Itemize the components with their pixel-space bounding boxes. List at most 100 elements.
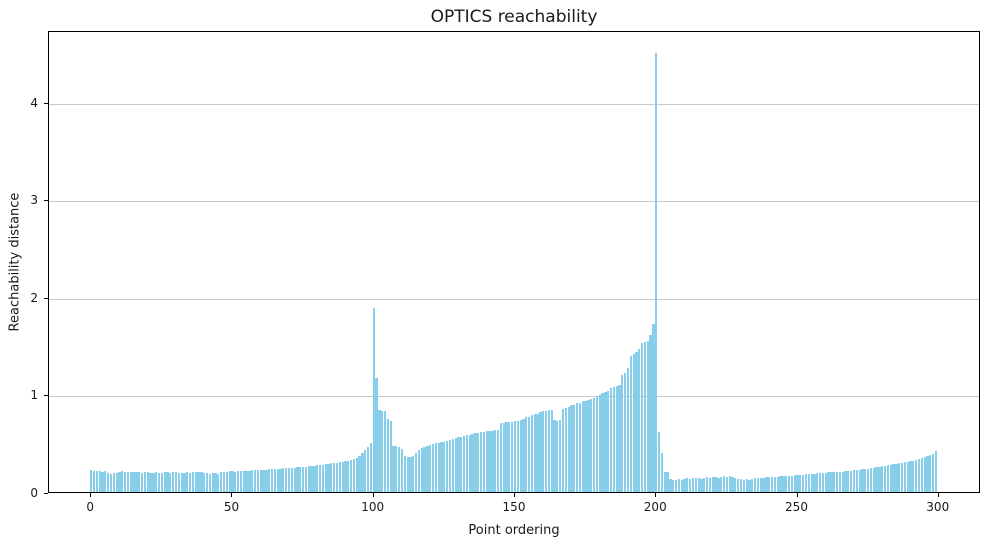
bar <box>728 476 731 492</box>
bar <box>573 405 576 492</box>
bar <box>686 478 689 492</box>
bar <box>807 474 810 492</box>
bar <box>378 410 381 492</box>
bar <box>431 444 435 492</box>
bar <box>160 473 163 492</box>
bar <box>324 463 327 492</box>
bar <box>341 461 344 492</box>
bar <box>333 462 336 492</box>
bar <box>412 455 415 492</box>
bar <box>779 476 782 492</box>
bar <box>426 446 429 492</box>
bar <box>722 476 726 492</box>
bar <box>135 472 138 492</box>
bar <box>276 468 279 492</box>
bar <box>446 441 449 492</box>
bar <box>900 462 904 492</box>
gridline-y-1 <box>49 396 979 398</box>
bar <box>166 472 169 492</box>
bar <box>717 478 720 492</box>
bar <box>739 479 743 492</box>
bar <box>301 466 305 492</box>
bar <box>595 396 599 492</box>
bar <box>253 469 257 492</box>
bar <box>149 473 152 492</box>
bar <box>581 401 584 492</box>
bar <box>220 472 223 492</box>
bar <box>559 419 562 492</box>
y-tick-label-1: 1 <box>30 388 38 403</box>
bar <box>389 420 392 492</box>
bar <box>869 467 873 492</box>
bar <box>765 477 768 492</box>
bar <box>759 478 762 492</box>
bar <box>629 356 632 492</box>
bar <box>770 477 774 492</box>
bar <box>889 464 892 492</box>
bar <box>536 413 539 492</box>
bar <box>844 470 847 492</box>
bar <box>508 421 511 492</box>
bar <box>265 469 268 492</box>
bar <box>632 354 635 492</box>
bar <box>542 410 545 492</box>
bar <box>861 468 864 492</box>
bar <box>335 462 339 492</box>
bar <box>714 477 717 492</box>
bar <box>463 436 466 492</box>
bar <box>782 476 785 492</box>
bar <box>208 474 211 492</box>
bar <box>248 470 251 492</box>
bar <box>519 419 522 492</box>
bar <box>299 466 302 492</box>
bar <box>330 462 333 492</box>
bar <box>172 472 175 492</box>
bar <box>711 477 714 492</box>
x-tick-label-250: 250 <box>785 500 808 514</box>
bar <box>776 477 779 492</box>
bar <box>818 473 822 492</box>
bar <box>833 472 836 492</box>
bar <box>926 455 929 492</box>
bar <box>847 470 850 492</box>
x-tick-label-50: 50 <box>223 500 240 514</box>
x-axis-label: Point ordering <box>468 523 560 538</box>
bar <box>700 479 703 492</box>
bar <box>663 471 666 492</box>
bar <box>855 469 858 492</box>
bar <box>751 479 754 492</box>
bar <box>177 473 180 492</box>
bar <box>318 464 322 492</box>
bar <box>672 480 675 492</box>
bar <box>98 470 101 492</box>
bar <box>488 430 491 492</box>
bar <box>228 470 231 492</box>
bar <box>454 438 457 492</box>
bar <box>155 472 158 492</box>
bar <box>703 478 706 492</box>
bar <box>327 463 330 492</box>
bar <box>624 372 627 492</box>
bar <box>321 464 324 492</box>
bar <box>680 480 683 492</box>
bar <box>813 474 816 492</box>
bar <box>383 410 387 492</box>
bar <box>522 418 525 492</box>
bar <box>773 477 777 492</box>
bar <box>615 385 618 492</box>
bar <box>350 459 353 492</box>
bar <box>601 393 604 492</box>
bar <box>457 437 460 492</box>
bar <box>915 459 918 492</box>
bar <box>824 473 827 492</box>
bar <box>827 472 830 492</box>
bar <box>618 384 621 492</box>
bar <box>364 450 367 492</box>
bar <box>395 446 398 492</box>
bar <box>163 472 166 492</box>
y-tick-mark-0 <box>44 493 48 494</box>
bar <box>748 480 751 492</box>
bar <box>381 410 384 492</box>
bar <box>590 399 593 492</box>
